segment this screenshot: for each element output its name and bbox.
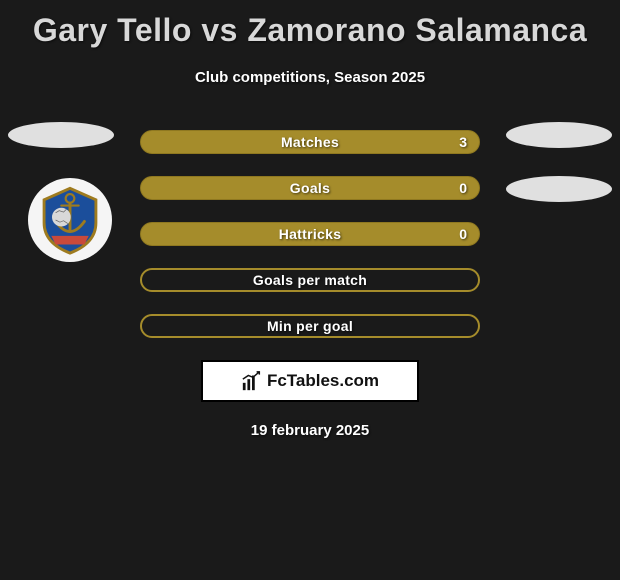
stat-row-matches: Matches 3 [140, 130, 480, 154]
page-title: Gary Tello vs Zamorano Salamanca [0, 0, 620, 49]
subtitle: Club competitions, Season 2025 [0, 69, 620, 86]
player-left-placeholder [8, 122, 114, 148]
stat-label: Matches [281, 134, 339, 150]
brand-text: FcTables.com [267, 371, 379, 391]
stat-label: Hattricks [279, 226, 342, 242]
club-badge-icon [34, 184, 106, 256]
stat-label: Goals [290, 180, 330, 196]
date-text: 19 february 2025 [0, 422, 620, 439]
chart-icon [241, 370, 263, 392]
stat-label: Goals per match [253, 272, 367, 288]
stat-label: Min per goal [267, 318, 353, 334]
stat-row-goals: Goals 0 [140, 176, 480, 200]
brand-box: FcTables.com [201, 360, 419, 402]
stat-value: 3 [459, 134, 467, 150]
stat-row-goals-per-match: Goals per match [140, 268, 480, 292]
player-right-placeholder-2 [506, 176, 612, 202]
stat-value: 0 [459, 180, 467, 196]
stat-row-min-per-goal: Min per goal [140, 314, 480, 338]
stat-value: 0 [459, 226, 467, 242]
player-right-placeholder-1 [506, 122, 612, 148]
club-badge [28, 178, 112, 262]
stat-row-hattricks: Hattricks 0 [140, 222, 480, 246]
